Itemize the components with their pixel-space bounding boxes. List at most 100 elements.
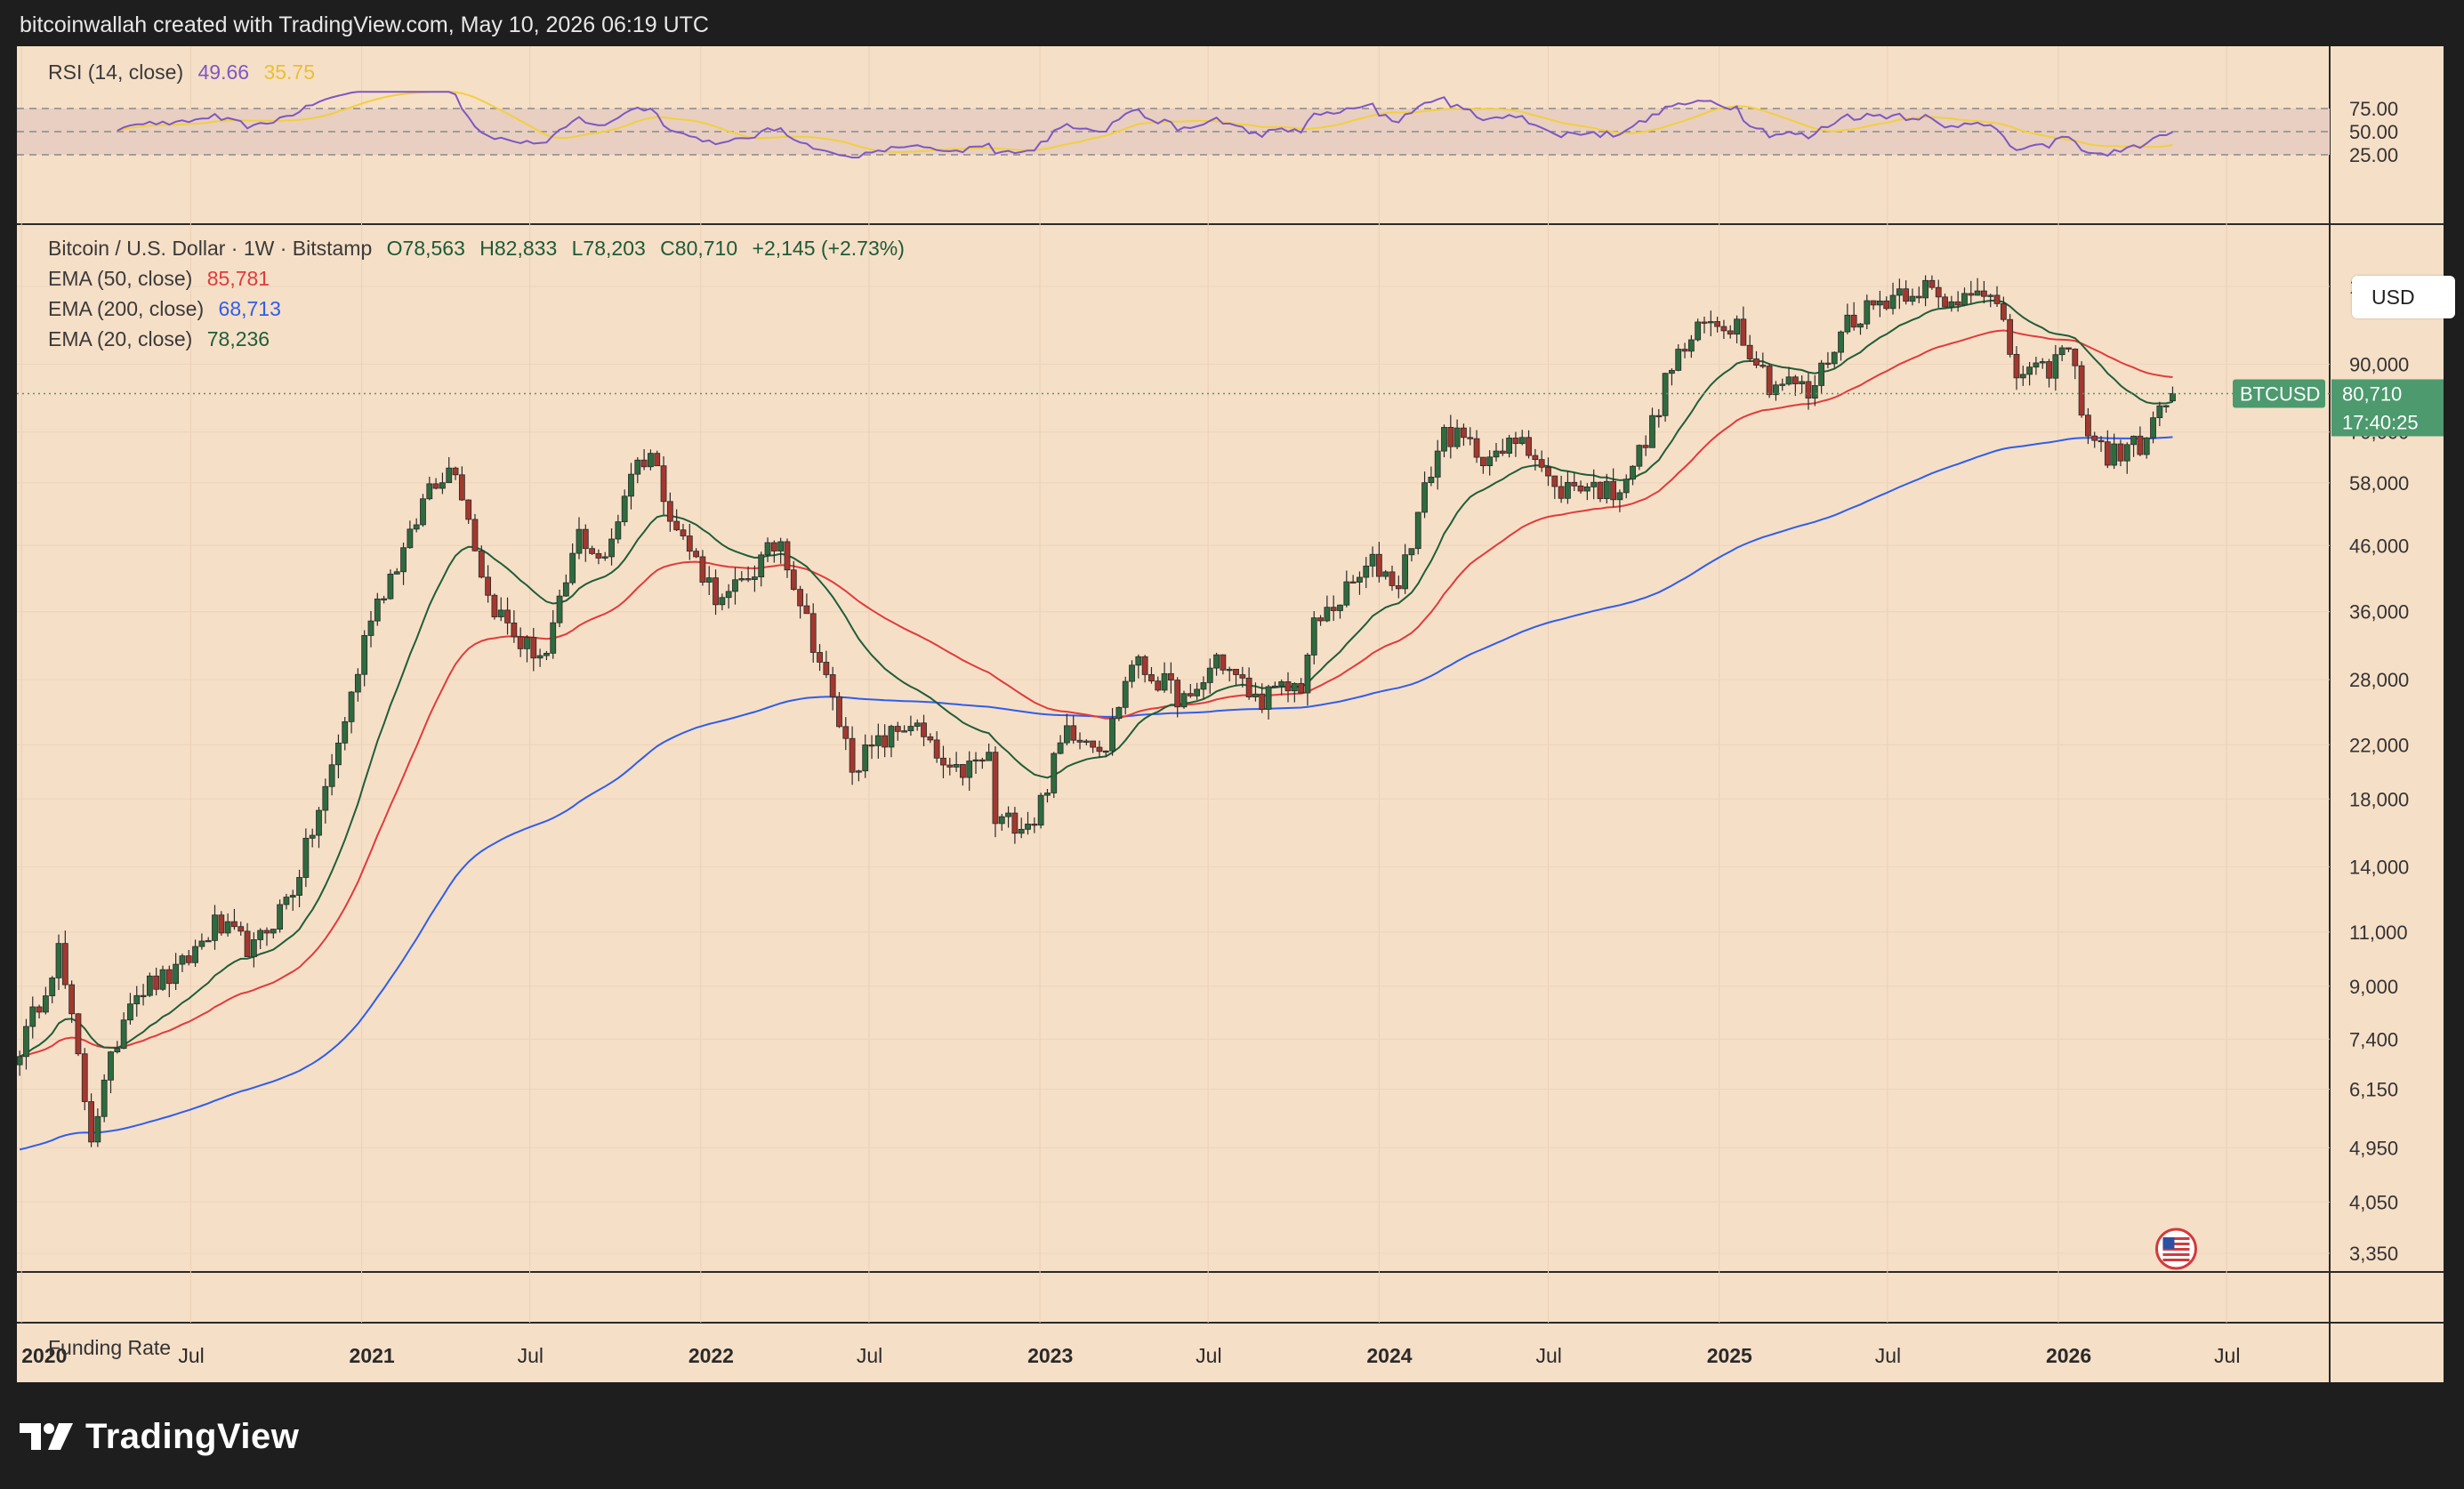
ema20-label: EMA (20, close) (48, 327, 193, 350)
time-axis-label-2: 2021 (350, 1344, 395, 1367)
candle-body-133 (882, 735, 889, 748)
candle-325 (2130, 435, 2137, 457)
candle-271 (1779, 378, 1786, 391)
candle-body-233 (1532, 455, 1539, 461)
candle-329 (2156, 401, 2163, 427)
candle-body-20 (146, 975, 153, 996)
candle-body-287 (1883, 300, 1890, 310)
candle-224 (1473, 430, 1480, 463)
chart-canvas[interactable]: 2020 Jul 2021 Jul 2022 Jul 2023 Jul 2024 Jul 2025 J… (17, 46, 2444, 1382)
candle-321 (2104, 430, 2111, 469)
candle-209 (1375, 542, 1382, 583)
tradingview-brand[interactable]: TradingView (20, 1414, 299, 1459)
candle-body-262 (1720, 326, 1727, 332)
chart-attribution: bitcoinwallah created with TradingView.c… (20, 12, 709, 37)
candle-158 (1044, 788, 1051, 803)
candle-body-151 (998, 816, 1005, 825)
price-axis-label-6: 28,000 (2349, 669, 2409, 691)
candle-283 (1857, 322, 1864, 335)
candle-body-171 (1129, 664, 1135, 682)
candle-201 (1324, 595, 1331, 623)
candle-body-87 (582, 528, 589, 550)
candle-141 (933, 731, 940, 763)
candle-234 (1538, 450, 1545, 472)
candle-54 (367, 610, 374, 648)
candle-287 (1883, 296, 1890, 310)
price-axis-label-16: 3,350 (2349, 1243, 2398, 1265)
candle-317 (2078, 361, 2085, 418)
candle-286 (1877, 291, 1883, 318)
candle-body-232 (1526, 437, 1532, 456)
candle-48 (328, 753, 335, 796)
candle-body-277 (1818, 362, 1825, 386)
candle-body-279 (1831, 351, 1838, 365)
candle-272 (1785, 366, 1792, 386)
candle-body-223 (1467, 437, 1474, 439)
chart-frame[interactable]: 2020 Jul 2021 Jul 2022 Jul 2023 Jul 2024 Jul 2025 J… (17, 46, 2455, 1382)
candle-77 (517, 627, 524, 657)
candle-31 (218, 911, 225, 936)
candle-326 (2137, 426, 2144, 456)
candle-body-242 (1590, 481, 1598, 487)
candle-body-157 (1037, 794, 1044, 826)
candle-body-303 (1987, 294, 1994, 297)
candle-body-74 (497, 609, 504, 617)
candle-187 (1233, 668, 1239, 686)
candle-body-15 (114, 1048, 121, 1052)
candle-285 (1870, 300, 1877, 310)
candle-154 (1018, 817, 1025, 839)
candle-body-141 (933, 739, 940, 759)
candle-body-136 (901, 730, 907, 733)
candle-314 (2058, 345, 2065, 362)
candle-body-92 (615, 521, 622, 540)
candle-255 (1675, 344, 1682, 372)
candle-64 (432, 478, 439, 490)
candle-body-110 (732, 579, 738, 592)
price-axis-label-9: 14,000 (2349, 857, 2409, 879)
candle-body-149 (986, 752, 993, 761)
symbol-tag-text: BTCUSD (2240, 382, 2320, 405)
candle-166 (1096, 740, 1103, 758)
candle-327 (2143, 437, 2150, 459)
candle-47 (322, 778, 329, 824)
candle-body-326 (2137, 435, 2144, 455)
candle-body-328 (2150, 417, 2156, 439)
candle-140 (927, 733, 934, 744)
candle-body-186 (1226, 668, 1233, 672)
candle-body-83 (556, 595, 563, 624)
candle-232 (1526, 430, 1532, 459)
candle-269 (1766, 363, 1773, 398)
rsi-label: RSI (14, close) (48, 60, 184, 84)
candle-205 (1349, 575, 1357, 584)
candle-body-56 (381, 598, 388, 600)
candle-266 (1746, 334, 1753, 362)
candle-194 (1278, 679, 1285, 696)
candle-289 (1896, 278, 1903, 310)
candle-body-50 (342, 720, 349, 744)
candle-body-249 (1636, 445, 1643, 467)
candle-body-144 (953, 764, 960, 768)
candle-311 (2039, 358, 2046, 369)
candle-body-281 (1844, 314, 1851, 333)
candle-body-140 (927, 736, 934, 741)
candle-101 (673, 509, 680, 532)
candle-body-160 (1057, 742, 1064, 754)
candle-body-154 (1018, 828, 1025, 834)
candle-173 (1141, 655, 1148, 683)
candle-80 (536, 648, 544, 667)
candle-body-235 (1545, 466, 1551, 477)
candle-body-208 (1369, 553, 1376, 567)
candle-body-6 (55, 943, 62, 978)
candle-body-106 (705, 577, 713, 583)
currency-button[interactable]: USD (2352, 276, 2455, 318)
candle-body-299 (1961, 293, 1968, 306)
candle-313 (2052, 344, 2059, 391)
candle-142 (940, 745, 946, 778)
candle-body-103 (686, 535, 693, 552)
candle-body-61 (413, 524, 420, 530)
candle-body-174 (1148, 674, 1155, 682)
candle-20 (146, 972, 153, 997)
candle-84 (562, 574, 569, 597)
candle-body-201 (1324, 607, 1331, 622)
candle-87 (582, 524, 589, 562)
